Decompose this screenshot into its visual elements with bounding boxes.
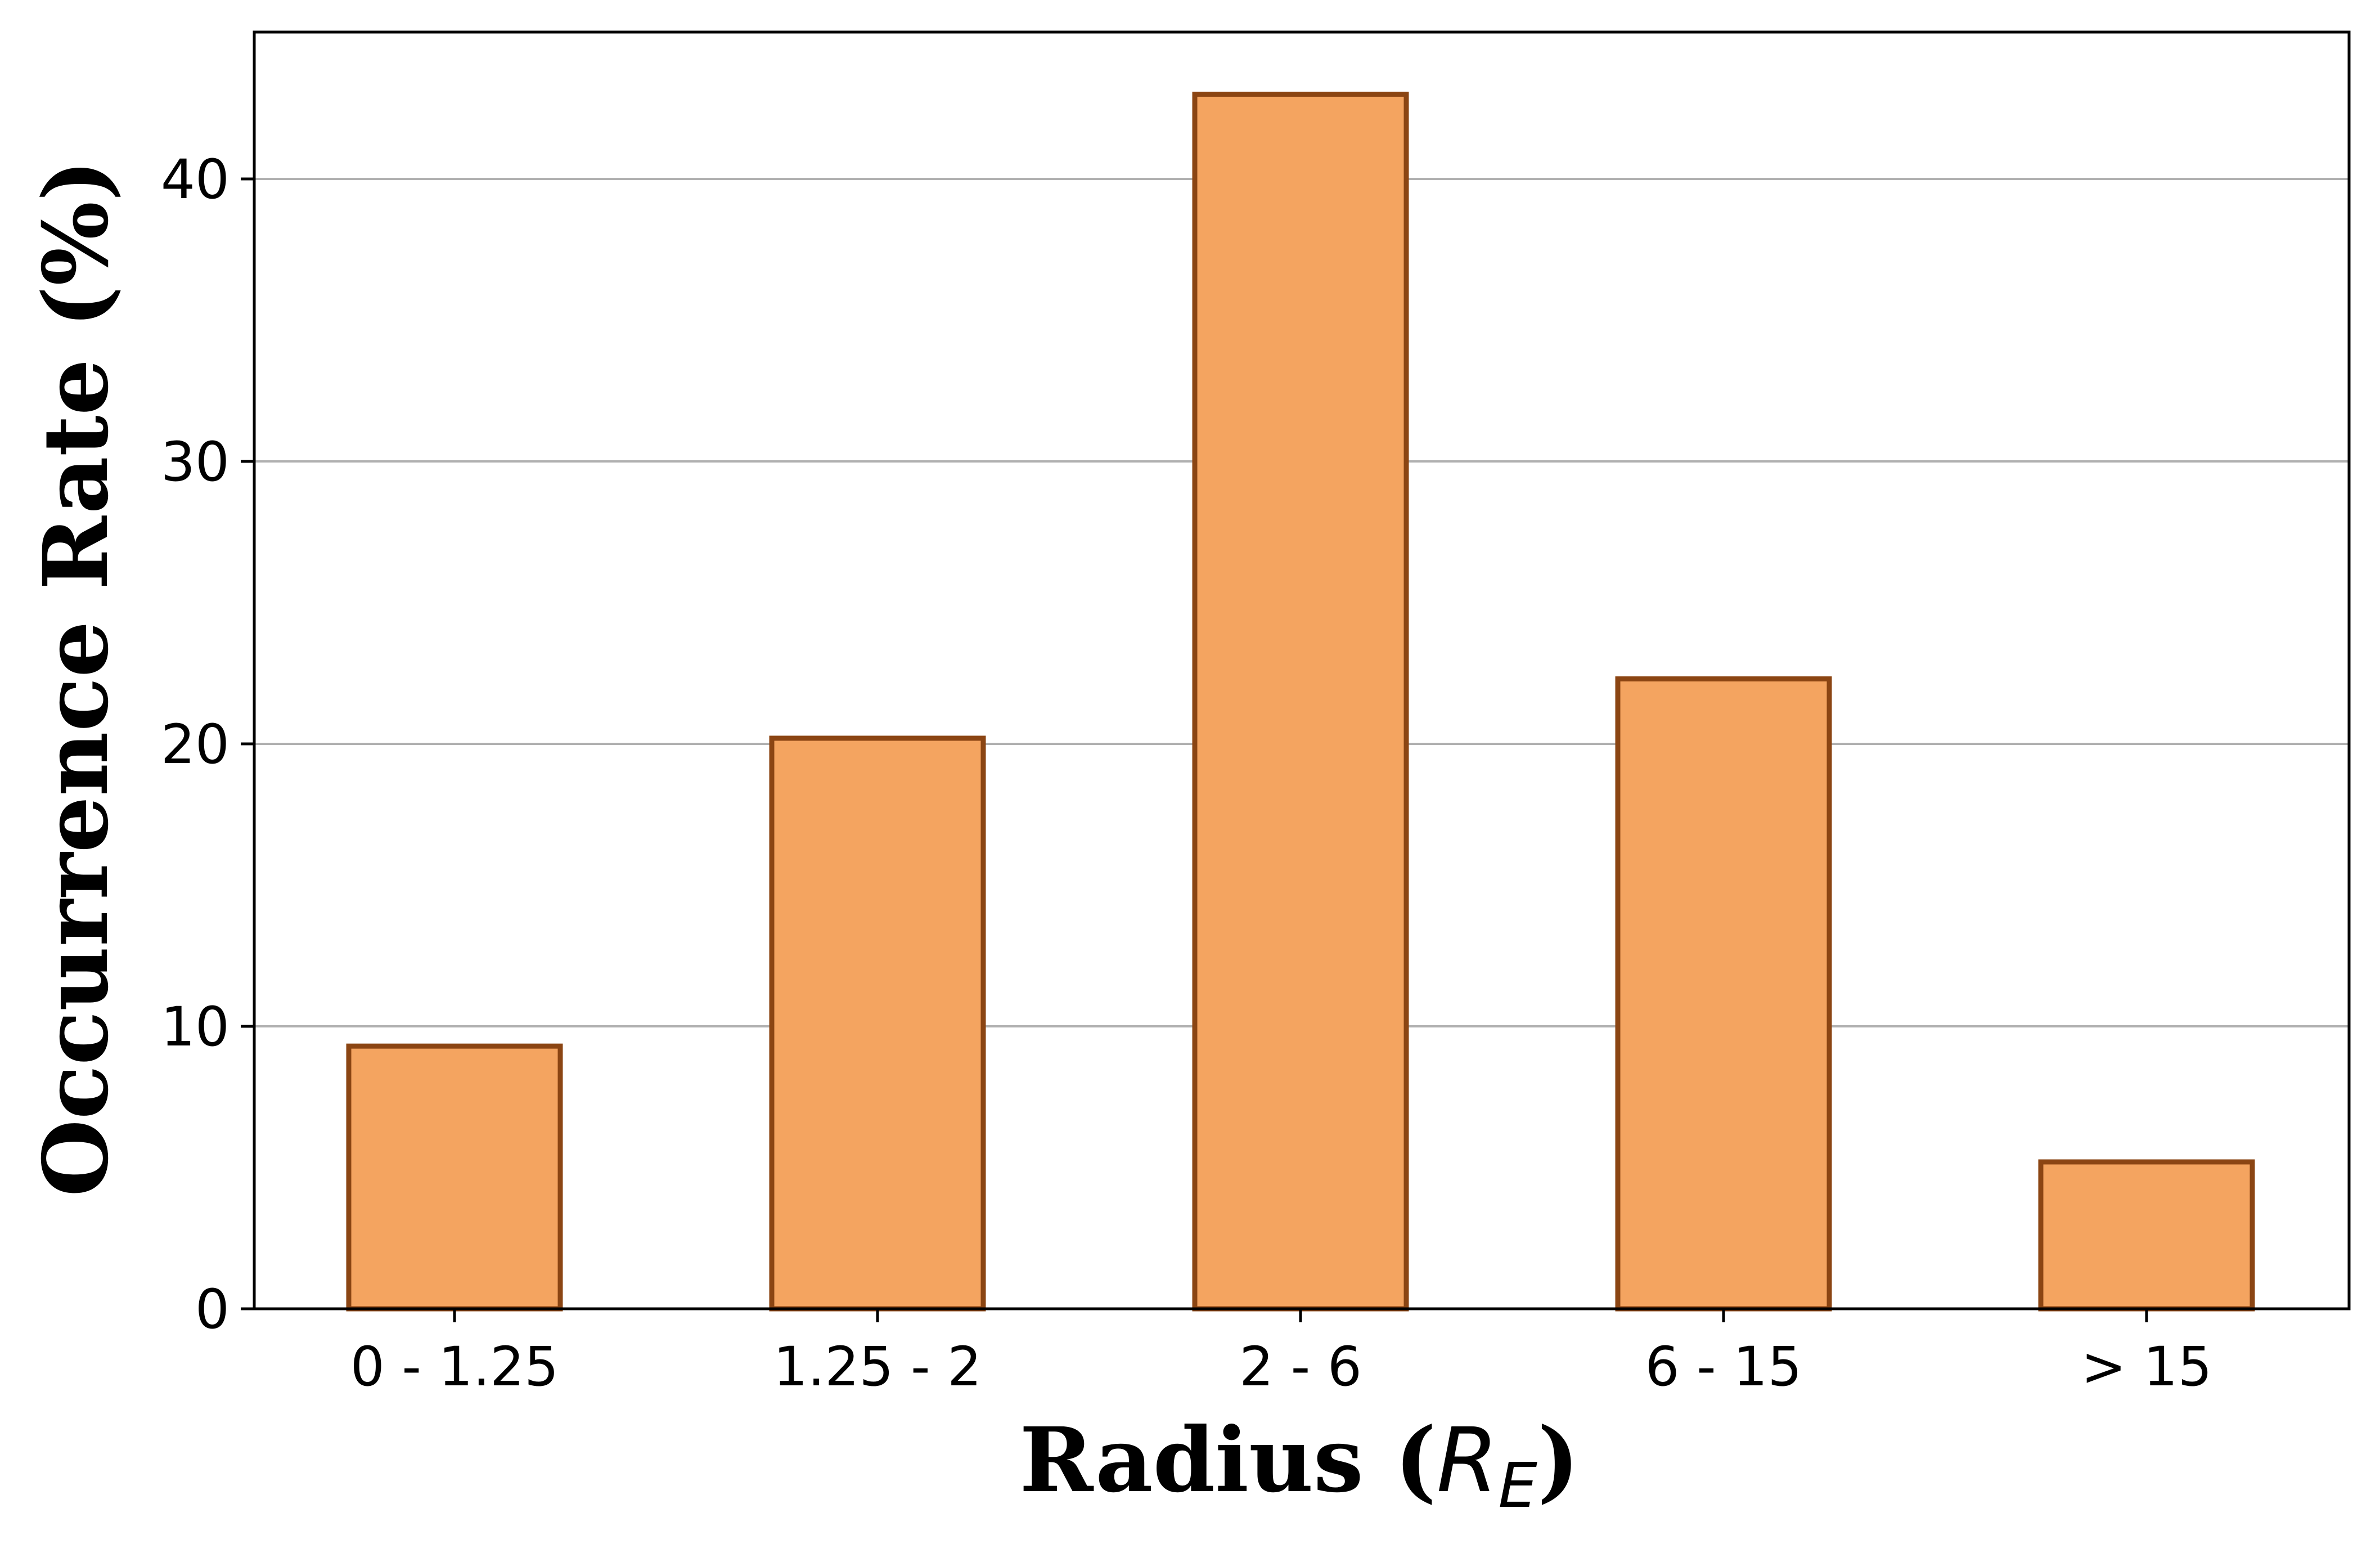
y-tick-label: 10 (161, 995, 230, 1058)
bar (2038, 1159, 2255, 1312)
x-axis-label-symbol: R (1437, 1409, 1499, 1512)
y-tick-label: 20 (161, 713, 230, 776)
bar (1615, 676, 1832, 1312)
bars (346, 91, 2255, 1312)
x-axis-label: Radius (RE) (1019, 1408, 1579, 1521)
y-tick-label: 40 (161, 148, 230, 211)
y-tick-label: 30 (161, 430, 230, 493)
x-tick-label: 6 - 15 (1645, 1335, 1802, 1398)
y-axis-label: Occurrence Rate (%) (24, 159, 128, 1197)
bar (769, 735, 986, 1312)
bar (1192, 91, 1409, 1312)
y-axis-ticks: 0 10 20 30 40 (161, 148, 254, 1341)
x-axis-label-subscript: E (1498, 1449, 1537, 1521)
x-tick-label: 1.25 - 2 (773, 1335, 982, 1398)
x-axis-label-prefix: Radius ( (1019, 1408, 1436, 1512)
x-axis-ticks: 0 - 1.25 1.25 - 2 2 - 6 6 - 15 > 15 (350, 1309, 2212, 1398)
x-axis-label-suffix: ) (1537, 1408, 1580, 1512)
x-tick-label: 0 - 1.25 (350, 1335, 559, 1398)
x-tick-label: > 15 (2081, 1335, 2212, 1398)
bar (346, 1043, 563, 1312)
y-tick-label: 0 (195, 1278, 230, 1341)
x-tick-label: 2 - 6 (1239, 1335, 1362, 1398)
